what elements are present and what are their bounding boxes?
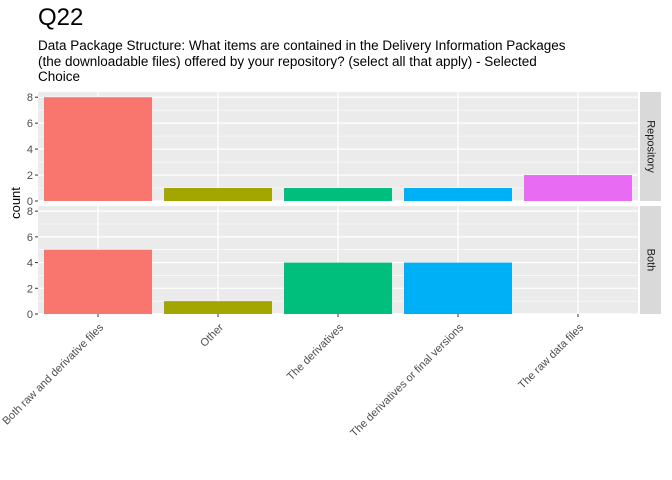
facet-strip — [640, 206, 661, 314]
facet-strip-label: Both — [645, 249, 657, 272]
y-tick-label: 4 — [27, 144, 33, 156]
bar — [284, 262, 392, 314]
facet-strip-label: Repository — [645, 120, 657, 173]
y-tick-label: 0 — [27, 309, 33, 321]
y-tick-label: 2 — [27, 170, 33, 182]
y-tick-label: 4 — [27, 258, 33, 270]
x-tick-label: The raw data files — [516, 321, 586, 391]
bar — [44, 97, 152, 201]
y-tick-label: 6 — [27, 232, 33, 244]
y-tick-label: 8 — [27, 206, 33, 218]
bar — [284, 188, 392, 201]
x-tick-label: Both raw and derivative files — [0, 321, 106, 427]
bar — [164, 301, 272, 314]
x-tick-label: Other — [198, 321, 226, 349]
chart-subtitle: Data Package Structure: What items are c… — [38, 38, 566, 84]
y-tick-label: 0 — [27, 196, 33, 208]
y-tick-label: 6 — [27, 118, 33, 130]
bar — [524, 175, 632, 201]
y-axis-title: count — [8, 187, 23, 219]
facet-strip — [640, 92, 661, 201]
bar — [44, 249, 152, 314]
bar — [404, 188, 512, 201]
bar — [404, 262, 512, 314]
x-tick-label: The derivatives — [285, 321, 347, 383]
y-tick-label: 2 — [27, 283, 33, 295]
y-tick-label: 8 — [27, 92, 33, 104]
bar — [164, 188, 272, 201]
x-tick-label: The derivatives or final versions — [348, 321, 466, 439]
chart-title: Q22 — [38, 4, 84, 31]
